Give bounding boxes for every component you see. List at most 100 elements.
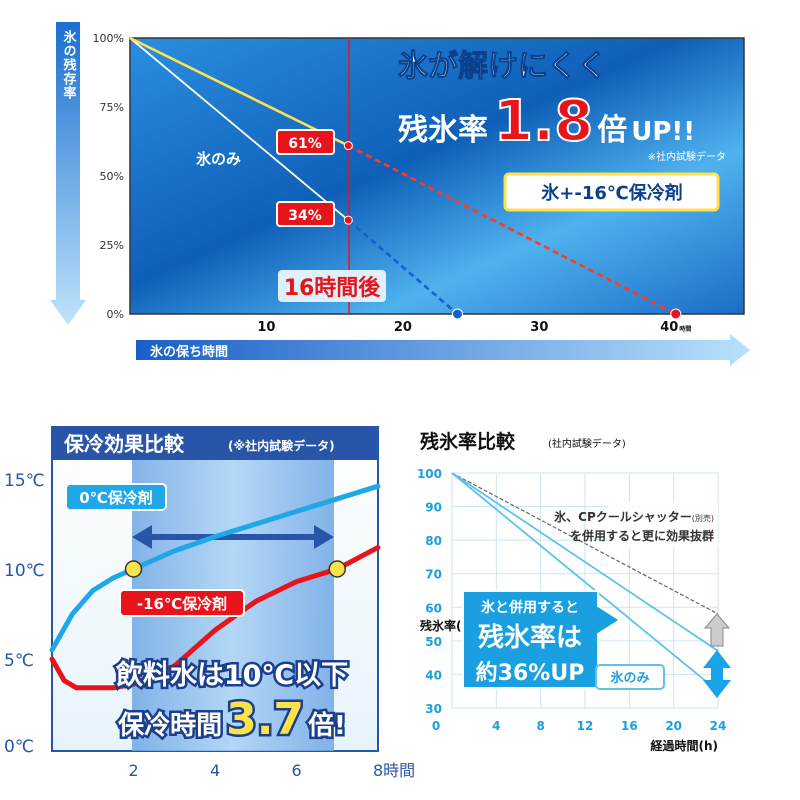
callout-grey-bg bbox=[608, 502, 718, 548]
callout-blue-2: 残氷率は bbox=[478, 622, 582, 653]
x-tick-label: 30 bbox=[530, 320, 548, 335]
series-line bbox=[451, 472, 719, 692]
x-tick-label: 2 bbox=[129, 761, 139, 780]
legend-ice-only: 氷のみ bbox=[196, 150, 241, 168]
x-tick-label: 0 bbox=[432, 719, 440, 733]
x-ticks: 10 20 30 40時間 bbox=[257, 320, 691, 335]
y-tick-label: 100% bbox=[93, 32, 124, 45]
series-end-point bbox=[451, 308, 463, 320]
y-tick-label: 75% bbox=[100, 101, 124, 114]
series-line-dashed bbox=[347, 144, 677, 316]
x-tick-label: 4 bbox=[210, 761, 220, 780]
headline-ratio: 1.8 bbox=[494, 89, 593, 154]
callout-blue-1: 氷と併用すると bbox=[481, 599, 579, 616]
series-end-point bbox=[670, 308, 682, 320]
grey-gain-arrow bbox=[703, 613, 731, 647]
headline-bl-2c: 倍! bbox=[308, 710, 346, 741]
y-tick-label: 30 bbox=[425, 702, 442, 716]
legend-zero-box bbox=[65, 483, 167, 511]
series-group bbox=[129, 36, 682, 320]
series-line-dashed bbox=[347, 219, 459, 315]
y-tick-label: 40 bbox=[425, 668, 442, 682]
x-tick-unit: 時間 bbox=[679, 325, 691, 333]
y-tick-label: 15℃ bbox=[4, 471, 45, 491]
y-tick-label: 50 bbox=[425, 635, 442, 649]
headline-bl-1: 飲料水は10℃以下 bbox=[115, 659, 348, 691]
x-tick-label: 20 bbox=[394, 320, 412, 335]
y-tick-label: 10℃ bbox=[4, 561, 45, 581]
y-tick-label: 25% bbox=[100, 239, 124, 252]
threshold-point bbox=[328, 560, 346, 578]
callout-blue-box bbox=[462, 590, 622, 689]
x-tick-label: 16 bbox=[621, 719, 638, 733]
legend-combo: 氷+-16℃保冷剤 bbox=[541, 182, 682, 204]
chart-bottom-left: 保冷効果比較 (※社内試験データ) 15℃ 10℃ 5℃ 0℃ 2 4 6 8時間 0℃保冷… bbox=[4, 426, 415, 780]
label-34-box bbox=[276, 201, 335, 227]
y-tick-label: 70 bbox=[425, 568, 442, 582]
y-tick-label: 60 bbox=[425, 601, 442, 615]
chart-br-xlabel: 経過時間(h) bbox=[650, 738, 718, 753]
headline-2: 残氷率 1.8 倍 UP!! bbox=[398, 89, 695, 154]
chart-bl-header bbox=[52, 427, 378, 460]
y-tick-label: 0℃ bbox=[4, 737, 34, 757]
chart-bottom-right: 残氷率比較 (社内試験データ) 100 90 80 70 60 50 40 30 0 4 8 12 1… bbox=[417, 430, 731, 753]
x-tick-label: 8 bbox=[536, 719, 544, 733]
chart-br-title: 残氷率比較 bbox=[420, 430, 516, 453]
y-tick-label: 100 bbox=[417, 467, 442, 481]
y-ticks: 15℃ 10℃ 5℃ 0℃ bbox=[4, 471, 45, 757]
callout-grey-1a: 氷、CPクールシャッター bbox=[553, 509, 692, 524]
x-tick-label: 12 bbox=[577, 719, 594, 733]
label-61: 61% bbox=[288, 136, 322, 152]
series-line bbox=[49, 483, 381, 653]
label-34: 34% bbox=[288, 208, 322, 224]
legend-minus16-box bbox=[119, 589, 245, 617]
series-line-solid bbox=[129, 37, 349, 221]
x-tick-label: 20 bbox=[665, 719, 682, 733]
series-point bbox=[343, 215, 353, 225]
x-tick-label: 40時間 bbox=[660, 320, 691, 335]
y-axis-label: 氷の残存率 bbox=[61, 29, 77, 100]
headline-2c: 倍 bbox=[597, 113, 627, 148]
marker-16h-label: 16時間後 bbox=[284, 275, 382, 301]
callout-blue-3: 約36%UP bbox=[476, 660, 585, 686]
chart-br-title-note: (社内試験データ) bbox=[548, 437, 626, 450]
x-tick-label: 4 bbox=[492, 719, 500, 733]
range-arrow bbox=[132, 525, 334, 549]
x-tick-label: 24 bbox=[710, 719, 727, 733]
series-group bbox=[49, 483, 381, 691]
chart-top: 氷の残存率 氷の保ち時間 100%75%50%25%0% 10 20 30 40時間 … bbox=[50, 22, 750, 366]
x-tick-label: 6 bbox=[292, 761, 302, 780]
series-line bbox=[451, 472, 719, 615]
x-axis-label: 氷の保ち時間 bbox=[150, 344, 228, 360]
marker-label-box bbox=[278, 270, 386, 302]
headline-bl-2a: 保冷時間 bbox=[117, 710, 222, 741]
chart-bl-title: 保冷効果比較 bbox=[63, 432, 185, 456]
y-tick-label: 80 bbox=[425, 534, 442, 548]
callout-grey-2: を併用すると更に効果抜群 bbox=[570, 528, 714, 543]
series-line bbox=[49, 544, 381, 691]
headline-bl-ratio: 3.7 bbox=[226, 694, 304, 745]
headline-2d: UP!! bbox=[631, 117, 695, 147]
series-line-solid bbox=[129, 36, 349, 147]
y-tick-label: 90 bbox=[425, 501, 442, 515]
blue-gain-arrow bbox=[703, 650, 731, 698]
legend-ice-only-box bbox=[595, 664, 665, 690]
headline-1: 氷が解けにくく bbox=[398, 49, 607, 84]
legend-combo-box bbox=[503, 172, 720, 212]
x-axis-arrow bbox=[136, 334, 750, 366]
x-tick-label: 10 bbox=[257, 320, 275, 335]
threshold-point bbox=[124, 560, 143, 578]
legend-zero: 0℃保冷剤 bbox=[79, 489, 153, 507]
legend-ice-only-br: 氷のみ bbox=[610, 670, 649, 686]
chart-bl-title-note: (※社内試験データ) bbox=[228, 438, 335, 453]
x-tick-label: 8時間 bbox=[373, 761, 415, 780]
y-ticks: 100 90 80 70 60 50 40 30 bbox=[417, 467, 442, 716]
headline-bl-2: 保冷時間3.7 倍! bbox=[117, 694, 346, 745]
y-tick-label: 5℃ bbox=[4, 651, 34, 671]
headline-2a: 残氷率 bbox=[398, 113, 488, 148]
legend-minus16: -16℃保冷剤 bbox=[137, 595, 227, 613]
note: ※社内試験データ bbox=[648, 150, 726, 163]
y-ticks: 100% 75% 50% 25% 0% bbox=[93, 32, 124, 321]
series-group bbox=[451, 472, 719, 692]
